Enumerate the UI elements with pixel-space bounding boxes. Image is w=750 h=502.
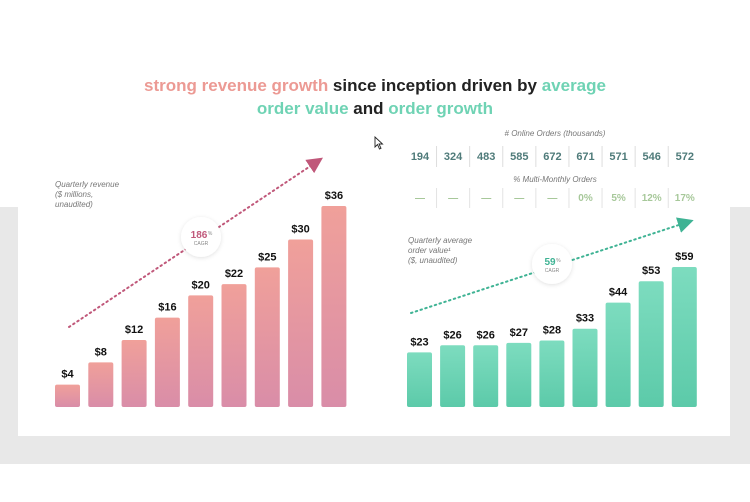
bar-value-label: $8 — [95, 346, 107, 358]
bar-value-label: $28 — [543, 325, 561, 337]
mouse-cursor-icon — [374, 136, 384, 150]
chart-note-line: unaudited) — [55, 200, 93, 209]
multi-cell: — — [415, 193, 425, 204]
bar-value-label: $36 — [325, 190, 343, 202]
orders-cell: 572 — [676, 151, 694, 163]
title-segment: average — [541, 76, 606, 95]
multi-cell: — — [481, 193, 491, 204]
slide-title: strong revenue growth since inception dr… — [0, 74, 750, 120]
cagr-label: CAGR — [545, 268, 560, 274]
bar-value-label: $4 — [61, 369, 74, 381]
bar — [188, 295, 214, 407]
cagr-value: 186 — [191, 230, 208, 241]
bar-value-label: $53 — [642, 265, 660, 277]
cagr-unit: % — [556, 258, 561, 264]
bar — [55, 384, 80, 407]
bar — [221, 284, 247, 407]
orders-cell: 571 — [609, 151, 627, 163]
title-line-1: strong revenue growth since inception dr… — [0, 74, 750, 97]
bar — [638, 281, 664, 407]
bar-value-label: $26 — [443, 329, 461, 341]
bar — [288, 239, 314, 407]
multi-cell: 0% — [578, 193, 593, 204]
bar-value-label: $27 — [510, 327, 528, 339]
bar-value-label: $22 — [225, 268, 243, 280]
bar-value-label: $59 — [675, 251, 693, 263]
chart-note-line: ($ millions, — [55, 190, 93, 199]
bar-value-label: $20 — [192, 279, 210, 291]
orders-table-header: # Online Orders (thousands) — [505, 129, 606, 138]
orders-cell: 672 — [543, 151, 561, 163]
title-segment: order value — [256, 99, 349, 118]
multi-cell: — — [547, 193, 557, 204]
bar-value-label: $25 — [258, 251, 276, 263]
bar-value-label: $16 — [158, 302, 176, 314]
multi-table-header: % Multi-Monthly Orders — [513, 175, 597, 184]
bar — [572, 328, 598, 407]
orders-cell: 546 — [643, 151, 661, 163]
bar — [506, 342, 532, 407]
orders-cell: 671 — [576, 151, 594, 163]
bar-value-label: $33 — [576, 313, 594, 325]
bar — [671, 267, 697, 407]
title-segment: strong revenue growth — [144, 76, 329, 95]
multi-cell: 5% — [611, 193, 626, 204]
orders-cell: 585 — [510, 151, 528, 163]
bar-value-label: $12 — [125, 324, 143, 336]
chart-note-line: ($, unaudited) — [408, 256, 458, 265]
bar — [440, 345, 466, 407]
title-segment: and — [348, 99, 389, 118]
bar-value-label: $23 — [410, 336, 428, 348]
cagr-badge — [532, 244, 572, 284]
orders-cell: 194 — [411, 151, 430, 163]
multi-cell: — — [448, 193, 458, 204]
cagr-badge — [181, 217, 221, 257]
chart-note-line: Quarterly average — [408, 236, 473, 245]
bar — [154, 317, 180, 407]
orders-cell: 483 — [477, 151, 495, 163]
cagr-label: CAGR — [194, 241, 209, 247]
bar — [88, 362, 114, 407]
title-segment: since inception driven by — [328, 76, 542, 95]
multi-cell: 17% — [675, 193, 695, 204]
bar — [473, 345, 499, 407]
bar-value-label: $26 — [477, 329, 495, 341]
cagr-value: 59 — [544, 257, 556, 268]
bar — [605, 302, 631, 407]
multi-cell: 12% — [642, 193, 662, 204]
orders-tables: # Online Orders (thousands) 194 324 483 585 6… — [411, 129, 695, 208]
bar — [321, 206, 347, 407]
title-line-2: order value and order growth — [0, 97, 750, 120]
bar — [539, 340, 565, 407]
order-value-chart: $23 $26 $26 $27 $28 $33 $44 $53 $59 Quarterly ave… — [407, 217, 697, 407]
bar-value-label: $44 — [609, 287, 628, 299]
cagr-unit: % — [208, 231, 213, 237]
chart-note-line: Quarterly revenue — [55, 180, 120, 189]
bar-value-label: $30 — [291, 224, 309, 236]
bar — [254, 267, 280, 407]
multi-cell: — — [514, 193, 524, 204]
bar — [407, 352, 432, 407]
title-segment: order growth — [388, 99, 494, 118]
bar — [121, 340, 147, 407]
chart-note-line: order value¹ — [408, 246, 451, 255]
orders-cell: 324 — [444, 151, 463, 163]
revenue-chart: $4 $8 $12 $16 $20 $22 $25 $30 $36 Quarterly reven… — [55, 157, 347, 407]
